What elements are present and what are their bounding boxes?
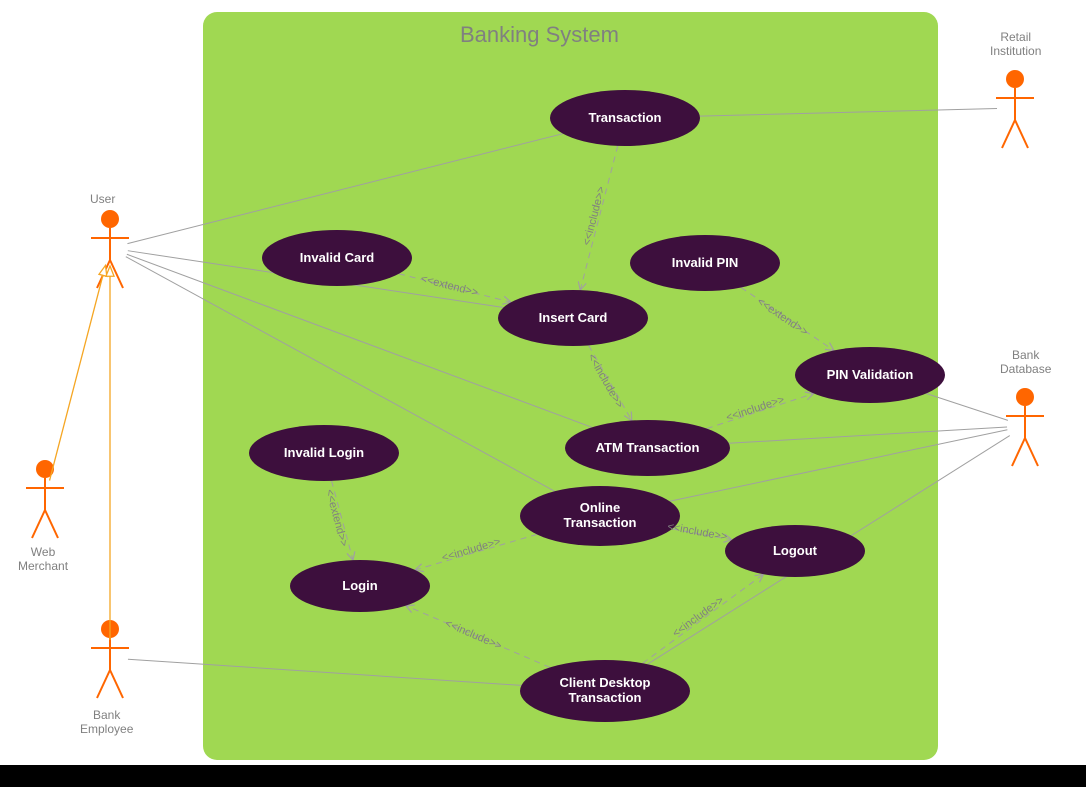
actor-user [91,210,129,288]
system-title: Banking System [460,22,619,48]
actor-label-user: User [90,192,115,206]
usecase-logout: Logout [725,525,865,577]
usecase-transaction: Transaction [550,90,700,146]
actor-retail_inst [996,70,1034,148]
actor-label-bank_employee: BankEmployee [80,708,133,737]
usecase-online_transaction: OnlineTransaction [520,486,680,546]
diagram-canvas: Banking System Transaction Invalid Card In… [0,0,1086,787]
usecase-client_desktop: Client DesktopTransaction [520,660,690,722]
usecase-invalid_card: Invalid Card [262,230,412,286]
usecase-invalid_pin: Invalid PIN [630,235,780,291]
actor-bank_employee [91,620,129,698]
usecase-atm_transaction: ATM Transaction [565,420,730,476]
actor-label-retail_inst: RetailInstitution [990,30,1041,59]
usecase-login: Login [290,560,430,612]
actor-web_merchant [26,460,64,538]
footer-strip [0,765,1086,787]
actor-bank_db [1006,388,1044,466]
actor-label-web_merchant: WebMerchant [18,545,68,574]
usecase-insert_card: Insert Card [498,290,648,346]
actor-label-bank_db: BankDatabase [1000,348,1051,377]
usecase-invalid_login: Invalid Login [249,425,399,481]
usecase-pin_validation: PIN Validation [795,347,945,403]
